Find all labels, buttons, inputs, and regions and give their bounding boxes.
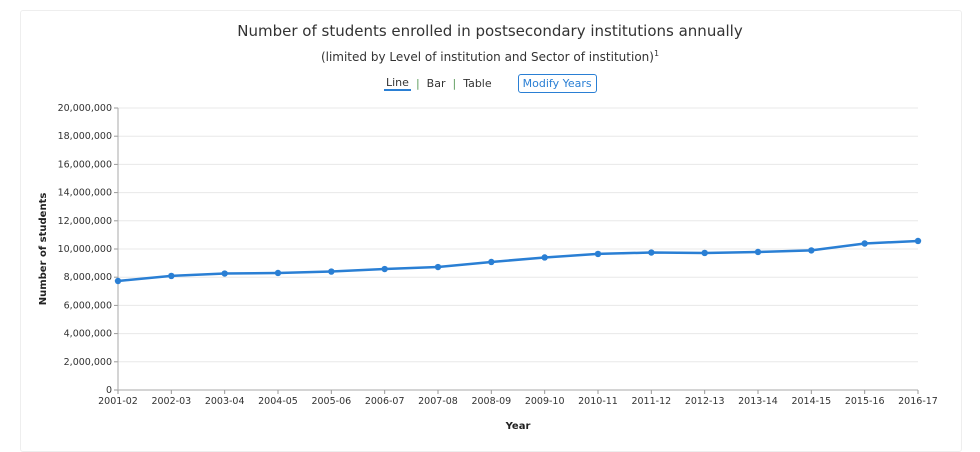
data-point bbox=[168, 272, 175, 280]
view-controls: Line | Bar | Table Modify Years bbox=[384, 74, 597, 93]
data-point bbox=[221, 270, 228, 277]
x-tick-label: 2006-07 bbox=[365, 396, 405, 407]
x-tick-label: 2003-04 bbox=[205, 396, 245, 407]
tab-line[interactable]: Line bbox=[384, 76, 411, 91]
separator: | bbox=[452, 77, 457, 90]
x-tick-label: 2009-10 bbox=[525, 396, 565, 407]
separator: | bbox=[415, 77, 420, 90]
subtitle-text: (limited by Level of institution and Sec… bbox=[320, 50, 654, 64]
y-axis-label: Number of students bbox=[38, 193, 49, 306]
data-point bbox=[594, 250, 602, 258]
data-point bbox=[754, 248, 762, 256]
y-tick-label: 0 bbox=[106, 385, 112, 396]
data-point bbox=[328, 268, 335, 275]
chart-title: Number of students enrolled in postsecon… bbox=[237, 22, 743, 40]
y-tick-label: 14,000,000 bbox=[58, 188, 112, 199]
data-point bbox=[701, 249, 708, 257]
data-point bbox=[808, 247, 815, 254]
y-tick-label: 4,000,000 bbox=[64, 329, 112, 340]
x-tick-label: 2015-16 bbox=[845, 396, 885, 407]
tab-table[interactable]: Table bbox=[463, 77, 492, 90]
data-point bbox=[914, 237, 922, 245]
y-tick-label: 20,000,000 bbox=[58, 103, 112, 114]
x-tick-label: 2004-05 bbox=[258, 396, 298, 407]
y-tick-label: 6,000,000 bbox=[64, 300, 112, 311]
x-tick-label: 2016-17 bbox=[898, 396, 938, 407]
x-tick-label: 2013-14 bbox=[738, 396, 778, 407]
y-tick-label: 12,000,000 bbox=[58, 216, 112, 227]
data-point bbox=[274, 269, 282, 277]
data-point bbox=[434, 263, 442, 271]
y-tick-label: 18,000,000 bbox=[58, 131, 112, 142]
data-point bbox=[381, 265, 388, 273]
tab-bar[interactable]: Bar bbox=[426, 77, 446, 90]
x-tick-label: 2007-08 bbox=[418, 396, 458, 407]
footnote-marker[interactable]: 1 bbox=[653, 49, 660, 58]
data-point bbox=[648, 249, 655, 256]
y-tick-label: 8,000,000 bbox=[64, 272, 112, 283]
y-tick-label: 2,000,000 bbox=[64, 357, 112, 368]
y-tick-label: 10,000,000 bbox=[58, 244, 112, 255]
data-point bbox=[488, 258, 495, 266]
x-tick-label: 2012-13 bbox=[685, 396, 725, 407]
x-tick-label: 2011-12 bbox=[631, 396, 671, 407]
data-point bbox=[114, 277, 122, 285]
x-tick-label: 2005-06 bbox=[311, 396, 351, 407]
x-axis-label: Year bbox=[505, 421, 531, 432]
x-tick-label: 2008-09 bbox=[471, 396, 511, 407]
modify-years-button[interactable]: Modify Years bbox=[517, 74, 597, 93]
x-tick-label: 2002-03 bbox=[151, 396, 191, 407]
data-point bbox=[541, 254, 548, 261]
x-tick-label: 2014-15 bbox=[791, 396, 831, 407]
chart-subtitle: (limited by Level of institution and Sec… bbox=[0, 49, 980, 64]
data-point bbox=[861, 240, 868, 247]
y-tick-label: 16,000,000 bbox=[58, 159, 112, 170]
x-tick-label: 2010-11 bbox=[578, 396, 618, 407]
x-tick-label: 2001-02 bbox=[98, 396, 138, 407]
series-line bbox=[117, 239, 919, 283]
